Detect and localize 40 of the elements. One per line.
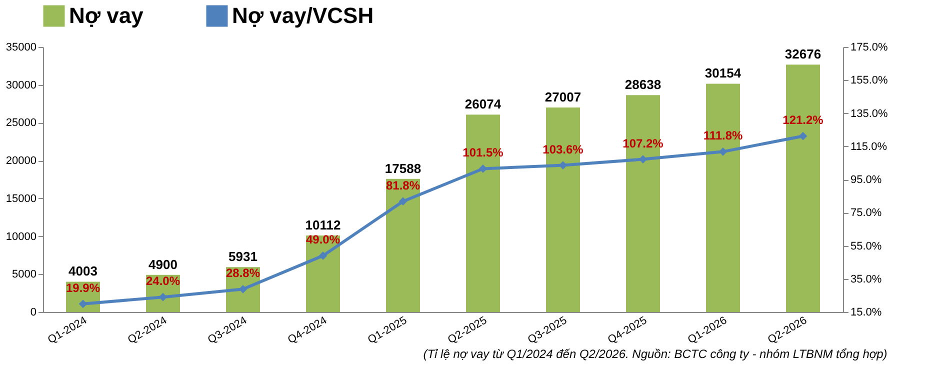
y-tick-label: 35000 bbox=[6, 42, 36, 54]
y-tick-label: 0 bbox=[30, 306, 36, 318]
y2-tick-label: 75.0% bbox=[850, 207, 882, 220]
y-tick-label: 15000 bbox=[6, 192, 36, 205]
data-label: 81.8% bbox=[386, 178, 420, 192]
y2-tick-label: 115.0% bbox=[850, 140, 888, 153]
data-label: 27007 bbox=[544, 90, 582, 105]
bar bbox=[386, 178, 420, 312]
point bbox=[798, 132, 808, 140]
bar bbox=[306, 235, 340, 312]
data-label: 4003 bbox=[68, 264, 98, 279]
data-label: 5931 bbox=[228, 249, 258, 264]
data-label: 26074 bbox=[464, 96, 502, 112]
y-tick-label: 20000 bbox=[6, 155, 36, 168]
y-tick-label: 25000 bbox=[6, 117, 36, 130]
data-label: 24.0% bbox=[146, 274, 180, 288]
point bbox=[318, 252, 328, 260]
legend-label: Nợ vay bbox=[69, 3, 144, 28]
y2-tick-label: 95.0% bbox=[850, 174, 882, 186]
data-label: 4900 bbox=[148, 256, 178, 272]
text: (Tỉ lệ nợ vay từ Q1/2024 đến Q2/2026. Nguồn: BCTC công ty - nhóm LTBNM tổng hợp) bbox=[423, 346, 888, 361]
data-label: 10112 bbox=[305, 217, 341, 232]
y-tick-label: 5000 bbox=[12, 268, 36, 281]
y2-tick-label: 175.0% bbox=[850, 42, 888, 54]
legend-label: Nợ vay/VCSH bbox=[232, 3, 374, 28]
y-tick-label: 30000 bbox=[6, 79, 36, 92]
y2-tick-label: 55.0% bbox=[850, 240, 882, 252]
data-label: 32676 bbox=[784, 46, 822, 62]
y2-tick-label: 135.0% bbox=[850, 108, 888, 120]
y2-tick-label: 15.0% bbox=[850, 306, 882, 318]
data-label: 49.0% bbox=[306, 232, 340, 247]
data-label: 17588 bbox=[384, 160, 422, 176]
data-label: 30154 bbox=[704, 66, 742, 81]
y2-tick-label: 35.0% bbox=[850, 273, 882, 286]
point bbox=[398, 197, 408, 206]
y-tick-label: 10000 bbox=[6, 230, 36, 243]
data-label: 28.8% bbox=[226, 266, 260, 280]
y2-tick-label: 155.0% bbox=[850, 74, 888, 87]
data-label: 19.9% bbox=[66, 280, 100, 295]
data-label: 28638 bbox=[624, 77, 662, 92]
